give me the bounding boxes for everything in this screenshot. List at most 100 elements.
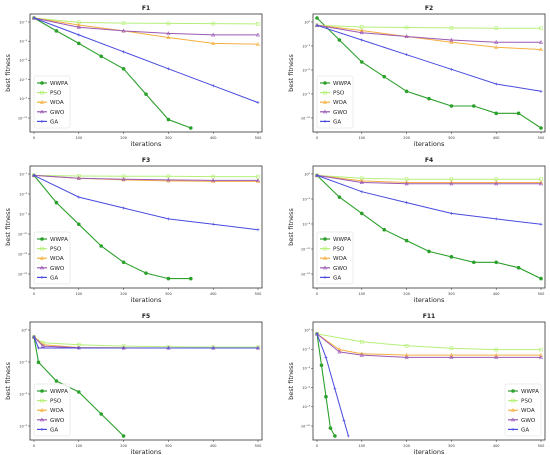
data-point-pso: [359, 339, 364, 344]
data-point-wwpa: [494, 111, 499, 116]
data-point-wwpa: [54, 379, 59, 383]
legend-label-ga: GA: [521, 427, 529, 433]
data-point-woa: [494, 45, 499, 49]
data-point-gwo: [76, 25, 81, 29]
y-tick-label: 10⁻⁴: [19, 392, 27, 396]
data-point-ga: [449, 67, 453, 71]
chart-panel-f1: F1 0 100 200 300 400 500 10⁻¹ 10⁻³ 10⁻⁵ 10⁻⁷ 10⁻⁹ 10…: [4, 5, 263, 148]
legend-label-pso: PSO: [50, 399, 62, 405]
x-tick-label: 100: [75, 444, 82, 448]
data-point-ga: [333, 387, 337, 391]
data-point-ga: [77, 33, 81, 37]
data-point-woa: [211, 41, 216, 45]
data-point-wwpa: [144, 271, 148, 275]
y-tick-label: 10⁻³: [302, 44, 310, 48]
data-point-ga: [77, 346, 81, 350]
series-line-gwo: [33, 174, 258, 181]
data-point-wwpa: [449, 104, 454, 108]
data-point-wwpa: [77, 390, 81, 394]
data-point-pso: [77, 174, 81, 178]
series-line-ga: [33, 174, 259, 231]
data-point-pso: [404, 344, 409, 348]
data-point-ga: [539, 89, 543, 93]
data-point-wwpa: [382, 227, 387, 232]
x-tick-label: 0: [316, 444, 318, 448]
y-axis-label: best fitness: [287, 54, 295, 92]
data-point-wwpa: [189, 276, 193, 281]
x-tick-label: 200: [120, 444, 127, 448]
data-point-ga: [122, 346, 126, 350]
data-point-ga: [494, 82, 498, 86]
legend-label-ga: GA: [50, 119, 58, 125]
chart-panel-f5: F5 0 100 200 300 400 500 10⁰ 10⁻² 10⁻⁴ 10⁻⁶ iterati…: [4, 313, 263, 455]
data-point-wwpa: [494, 260, 499, 265]
y-tick-label: 10⁻⁴: [302, 367, 310, 371]
data-point-gwo: [40, 343, 45, 348]
data-point-ga: [494, 217, 498, 221]
data-point-gwo: [359, 352, 364, 357]
x-tick-label: 400: [210, 136, 217, 140]
data-point-wwpa: [360, 211, 364, 216]
chart-title: F2: [425, 5, 433, 12]
data-point-wwpa: [516, 111, 521, 116]
data-point-woa: [449, 39, 454, 44]
y-tick-label: 10⁻⁴: [19, 192, 27, 196]
data-point-pso: [256, 174, 260, 179]
legend-label-pso: PSO: [521, 399, 533, 405]
data-point-wwpa: [333, 434, 337, 438]
series-line-gwo: [33, 17, 258, 36]
x-tick-label: 100: [75, 136, 82, 140]
data-point-gwo: [449, 355, 454, 359]
data-point-gwo: [121, 176, 126, 181]
y-tick-label: 10⁻²: [302, 348, 310, 352]
series-line-wwpa: [33, 17, 191, 129]
data-point-ga: [122, 206, 126, 210]
x-tick-label: 400: [210, 444, 217, 448]
legend-label-ga: GA: [333, 275, 341, 281]
data-point-pso: [539, 26, 543, 31]
series-line-woa: [316, 333, 541, 356]
legend: WWPA PSO WOA GWO GA: [33, 383, 71, 437]
x-tick-label: 200: [120, 292, 127, 296]
series-line-woa: [316, 24, 542, 50]
data-point-gwo: [538, 39, 544, 44]
y-tick-label: 10⁻⁹: [302, 92, 310, 96]
legend-label-pso: PSO: [50, 91, 62, 97]
legend-label-woa: WOA: [50, 408, 64, 414]
data-point-gwo: [166, 31, 171, 35]
data-point-gwo: [494, 355, 499, 359]
legend: WWPA PSO WOA GWO GA: [33, 231, 71, 285]
data-point-wwpa: [99, 244, 103, 248]
data-point-wwpa: [382, 74, 387, 79]
legend-label-gwo: GWO: [50, 266, 65, 272]
x-tick-label: 200: [403, 136, 410, 140]
data-point-ga: [32, 173, 36, 177]
y-tick-label: 10⁻⁴: [302, 197, 310, 201]
y-axis-label: best fitness: [287, 208, 295, 246]
legend-label-woa: WOA: [521, 408, 535, 414]
data-point-gwo: [76, 176, 81, 180]
x-tick-label: 400: [493, 444, 500, 448]
data-point-ga: [405, 53, 409, 57]
series-line-pso: [33, 17, 259, 25]
data-point-ga: [122, 50, 126, 54]
y-tick-label: 10⁰: [21, 328, 27, 332]
data-point-gwo: [494, 181, 499, 186]
series-line-pso: [316, 24, 541, 29]
y-tick-label: 10⁻¹⁶: [301, 272, 311, 276]
chart-title: F1: [142, 5, 150, 12]
data-point-ga: [449, 211, 453, 215]
data-point-wwpa: [121, 434, 126, 438]
legend-label-woa: WOA: [50, 100, 64, 106]
y-axis-label: best fitness: [4, 54, 12, 92]
series-line-pso: [33, 174, 258, 178]
y-axis-label: best fitness: [4, 362, 12, 400]
y-tick-label: 10⁻⁸: [302, 405, 310, 409]
x-tick-label: 300: [165, 444, 172, 448]
chart-title: F11: [423, 313, 435, 320]
legend: WWPA PSO WOA GWO GA: [316, 231, 354, 285]
data-point-ga: [211, 84, 215, 88]
y-tick-label: 10⁻¹²: [301, 116, 311, 120]
series-line-wwpa: [33, 175, 191, 280]
chart-panel-f11: F11 0 100 200 300 400 500 10⁰ 10⁻² 10⁻⁴ 10⁻⁶ 10⁻⁸ 10…: [287, 313, 546, 455]
